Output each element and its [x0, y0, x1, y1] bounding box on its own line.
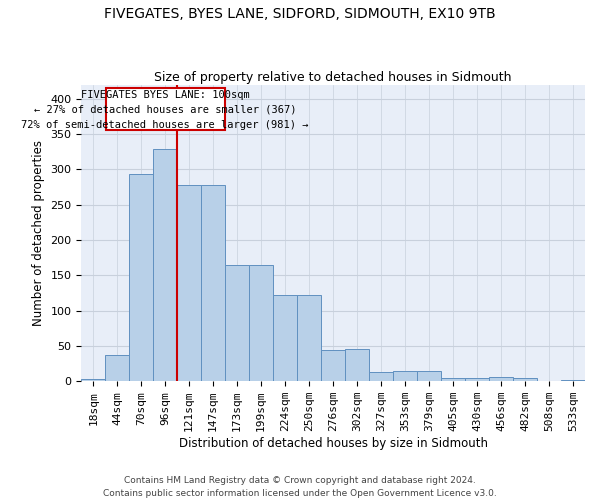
Bar	[345, 350, 369, 381]
Bar	[249, 264, 273, 381]
Bar	[489, 377, 513, 381]
Bar	[201, 185, 225, 381]
Bar	[513, 378, 537, 381]
Text: Contains HM Land Registry data © Crown copyright and database right 2024.
Contai: Contains HM Land Registry data © Crown c…	[103, 476, 497, 498]
Text: FIVEGATES BYES LANE: 100sqm: FIVEGATES BYES LANE: 100sqm	[81, 90, 250, 100]
Y-axis label: Number of detached properties: Number of detached properties	[32, 140, 45, 326]
Text: ← 27% of detached houses are smaller (367): ← 27% of detached houses are smaller (36…	[34, 104, 296, 114]
Bar	[393, 372, 417, 381]
Bar	[177, 185, 201, 381]
Bar	[441, 378, 465, 381]
FancyBboxPatch shape	[106, 88, 224, 130]
Bar	[105, 355, 129, 381]
Bar	[561, 380, 585, 381]
Bar	[465, 378, 489, 381]
Bar	[273, 295, 297, 381]
Bar	[297, 295, 321, 381]
Bar	[81, 379, 105, 381]
Title: Size of property relative to detached houses in Sidmouth: Size of property relative to detached ho…	[154, 72, 512, 85]
Text: 72% of semi-detached houses are larger (981) →: 72% of semi-detached houses are larger (…	[22, 120, 309, 130]
Bar	[537, 380, 561, 381]
Bar	[225, 264, 249, 381]
Bar	[321, 350, 345, 381]
Bar	[369, 372, 393, 381]
Bar	[129, 174, 153, 381]
Bar	[153, 150, 177, 381]
Bar	[417, 372, 441, 381]
X-axis label: Distribution of detached houses by size in Sidmouth: Distribution of detached houses by size …	[179, 437, 488, 450]
Text: FIVEGATES, BYES LANE, SIDFORD, SIDMOUTH, EX10 9TB: FIVEGATES, BYES LANE, SIDFORD, SIDMOUTH,…	[104, 8, 496, 22]
